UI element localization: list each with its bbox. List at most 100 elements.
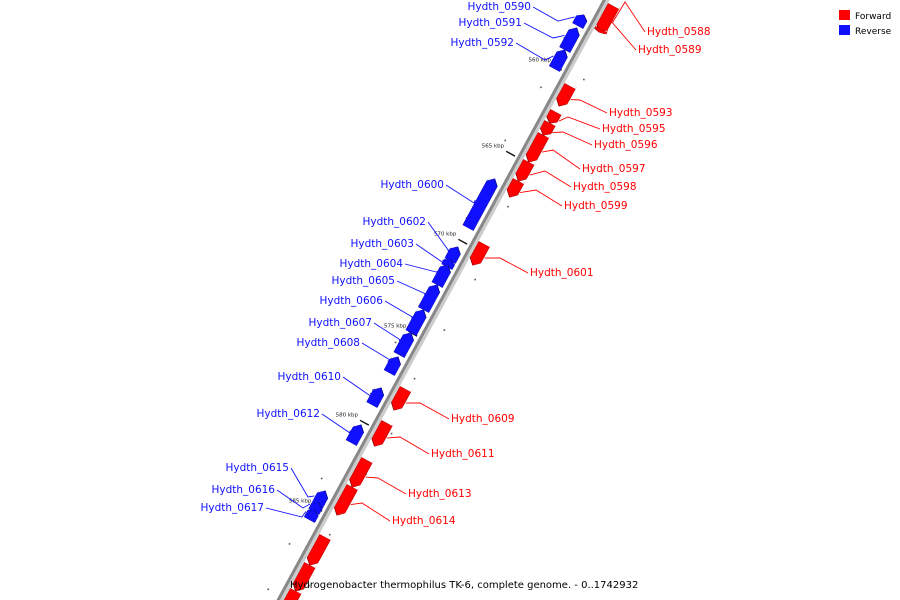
gene-label[interactable]: Hydth_0617 [200, 502, 264, 514]
leader-line [523, 22, 565, 39]
gene-label[interactable]: Hydth_0605 [331, 275, 395, 287]
leader-line [445, 184, 476, 204]
gene-edge [450, 259, 455, 266]
gene-Hydth_0606[interactable] [405, 308, 427, 336]
gene-edge [333, 507, 338, 516]
gene-label[interactable]: Hydth_0613 [408, 488, 472, 500]
gene-Hydth_0590[interactable] [572, 12, 588, 29]
gene-Hydth_0611[interactable] [371, 420, 395, 447]
leader-line [386, 436, 430, 455]
gene-body [417, 284, 440, 313]
gene-Hydth_0614[interactable] [333, 484, 360, 516]
gene-Hydth_0598[interactable] [515, 159, 537, 182]
position-dot [507, 205, 509, 208]
gene-Hydth_0613[interactable] [349, 457, 375, 488]
leader-line [415, 243, 446, 265]
gene-label[interactable]: Hydth_0609 [451, 413, 515, 425]
gene-body [546, 109, 562, 124]
tick-mark [359, 419, 370, 426]
gene-Hydth_0608[interactable] [383, 355, 401, 376]
leader-line [365, 476, 407, 495]
gene-Hydth_0593[interactable] [556, 83, 578, 107]
gene-label[interactable]: Hydth_0589 [638, 44, 702, 56]
gene-body [383, 356, 401, 376]
tick-mark [458, 238, 468, 245]
leader-line [396, 280, 429, 296]
gene-feature[interactable] [282, 588, 304, 600]
gene-Hydth_0617[interactable] [303, 506, 319, 523]
gene-edge [391, 402, 395, 411]
gene-label[interactable]: Hydth_0604 [339, 258, 403, 270]
gene-Hydth_0592[interactable] [548, 48, 568, 72]
gene-Hydth_0597[interactable] [525, 132, 552, 163]
leader-line [276, 489, 311, 509]
gene-Hydth_0599[interactable] [506, 178, 527, 198]
gene-Hydth_0596[interactable] [539, 120, 558, 136]
gene-label[interactable]: Hydth_0600 [380, 179, 444, 191]
gene-body [540, 120, 556, 136]
gene-label[interactable]: Hydth_0616 [211, 484, 275, 496]
gene-Hydth_0600[interactable] [462, 177, 498, 231]
gene-label[interactable]: Hydth_0612 [256, 408, 320, 420]
tick-label: 570 kbp [434, 231, 457, 237]
gene-Hydth_0612[interactable] [345, 423, 364, 446]
tick-mark [505, 150, 516, 157]
leader-line [361, 342, 391, 362]
gene-label[interactable]: Hydth_0593 [609, 107, 673, 119]
gene-label[interactable]: Hydth_0610 [277, 371, 341, 383]
legend-swatch-forward [839, 10, 850, 20]
gene-label[interactable]: Hydth_0607 [308, 317, 372, 329]
gene-Hydth_0616[interactable] [308, 499, 323, 515]
gene-label[interactable]: Hydth_0615 [225, 462, 289, 474]
gene-label[interactable]: Hydth_0602 [362, 216, 426, 228]
gene-label[interactable]: Hydth_0608 [296, 337, 360, 349]
gene-Hydth_0591[interactable] [559, 26, 580, 53]
gene-Hydth_0609[interactable] [391, 386, 414, 411]
gene-label[interactable]: Hydth_0603 [350, 238, 414, 250]
gene-label[interactable]: Hydth_0614 [392, 515, 456, 527]
legend-swatch-reverse [839, 25, 850, 35]
gene-Hydth_0601[interactable] [469, 241, 492, 266]
leader-line [384, 300, 415, 319]
gene-label[interactable]: Hydth_0591 [458, 17, 522, 29]
gene-edge [546, 116, 551, 124]
gene-body [548, 49, 568, 72]
gene-label[interactable]: Hydth_0598 [573, 181, 637, 193]
gene-Hydth_0595[interactable] [546, 109, 564, 124]
gene-feature[interactable] [306, 534, 333, 566]
tick-label: 565 kbp [482, 143, 505, 149]
gene-edge [594, 28, 600, 33]
leader-line [529, 170, 572, 188]
gene-label[interactable]: Hydth_0597 [582, 163, 646, 175]
gene-label[interactable]: Hydth_0592 [450, 37, 514, 49]
gene-Hydth_0589[interactable] [594, 26, 609, 35]
gene-label[interactable]: Hydth_0606 [319, 295, 383, 307]
gene-Hydth_0610[interactable] [366, 386, 385, 408]
gene-label[interactable]: Hydth_0596 [594, 139, 658, 151]
gene-body [308, 502, 323, 515]
gene-body [306, 534, 331, 566]
gene-body [345, 424, 364, 446]
gene-label[interactable]: Hydth_0611 [431, 448, 495, 460]
gene-label[interactable]: Hydth_0601 [530, 267, 594, 279]
leader-line [427, 221, 452, 255]
gene-Hydth_0607[interactable] [393, 331, 414, 358]
leader-line [542, 149, 581, 170]
gene-label[interactable]: Hydth_0588 [647, 26, 711, 38]
label-leader-lines [265, 1, 646, 522]
gene-Hydth_0604[interactable] [431, 263, 451, 288]
gene-body [349, 457, 373, 488]
gene-body [559, 27, 580, 53]
position-dot [328, 533, 331, 536]
gene-edge [515, 173, 519, 182]
gene-feature[interactable] [292, 562, 318, 592]
gene-label[interactable]: Hydth_0599 [564, 200, 628, 212]
gene-label[interactable]: Hydth_0590 [467, 1, 531, 13]
gene-label[interactable]: Hydth_0595 [602, 123, 666, 135]
gene-edge [494, 178, 498, 187]
gene-Hydth_0605[interactable] [417, 283, 441, 313]
position-dot [390, 432, 393, 435]
gene-features [282, 3, 622, 600]
gene-edge [314, 509, 319, 517]
gene-body [391, 386, 411, 411]
